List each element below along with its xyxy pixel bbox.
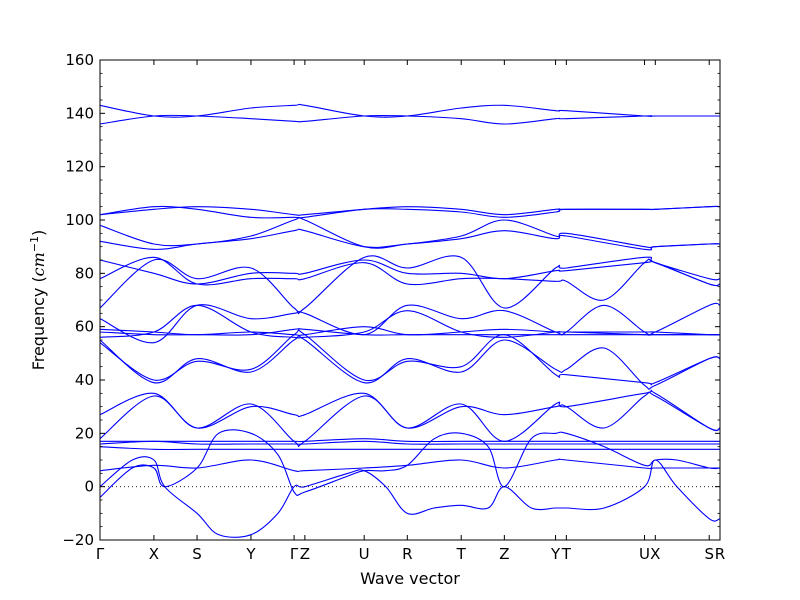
x-tick-label: T: [456, 545, 467, 563]
y-tick-label: 20: [75, 424, 94, 442]
band-line-9: [99, 255, 721, 315]
band-line-13: [99, 304, 721, 339]
y-tick-label: 0: [84, 478, 94, 496]
y-axis-title: Frequency (cm−1): [28, 230, 49, 371]
x-tick-label: X: [650, 545, 660, 563]
band-line-8: [99, 256, 721, 301]
y-axis-ticks: −20 0 20 40 60 80 100 120 140 160: [62, 51, 720, 549]
y-tick-label: 140: [65, 104, 94, 122]
x-tick-label: X: [149, 545, 159, 563]
band-line-5: [99, 216, 721, 251]
band-line-18: [100, 438, 720, 443]
band-line-15: [99, 329, 721, 386]
x-tick-label: S: [704, 545, 714, 563]
y-tick-label: 80: [75, 264, 94, 282]
x-tick-label: Z: [300, 545, 310, 563]
x-tick-label: Z: [499, 545, 509, 563]
band-line-2: [99, 114, 720, 125]
y-tick-label: −20: [62, 531, 94, 549]
x-tick-label: Y: [550, 545, 561, 563]
x-tick-label: Γ: [290, 545, 299, 563]
x-tick-label: U: [639, 545, 650, 563]
plot-area: [100, 60, 720, 540]
band-series-group: [99, 103, 721, 538]
x-tick-label: T: [561, 545, 572, 563]
band-line-12: [99, 328, 720, 336]
x-tick-label: R: [715, 545, 725, 563]
x-tick-label: U: [359, 545, 370, 563]
x-axis-title: Wave vector: [360, 569, 460, 588]
band-line-6: [99, 228, 721, 250]
band-line-4: [99, 205, 721, 219]
band-line-20: [99, 446, 720, 451]
band-line-23: [99, 429, 721, 498]
x-tick-label: Γ: [96, 545, 105, 563]
y-tick-label: 160: [65, 51, 94, 69]
band-line-17: [99, 389, 721, 448]
y-tick-label: 40: [75, 371, 94, 389]
y-tick-label: 100: [65, 211, 94, 229]
x-tick-label: R: [402, 545, 412, 563]
plot-frame: [99, 59, 721, 541]
x-tick-label: Y: [245, 545, 256, 563]
band-line-22: [99, 456, 721, 538]
x-tick-label: S: [192, 545, 202, 563]
y-tick-label: 120: [65, 158, 94, 176]
band-line-19: [99, 440, 720, 445]
y-tick-label: 60: [75, 318, 94, 336]
